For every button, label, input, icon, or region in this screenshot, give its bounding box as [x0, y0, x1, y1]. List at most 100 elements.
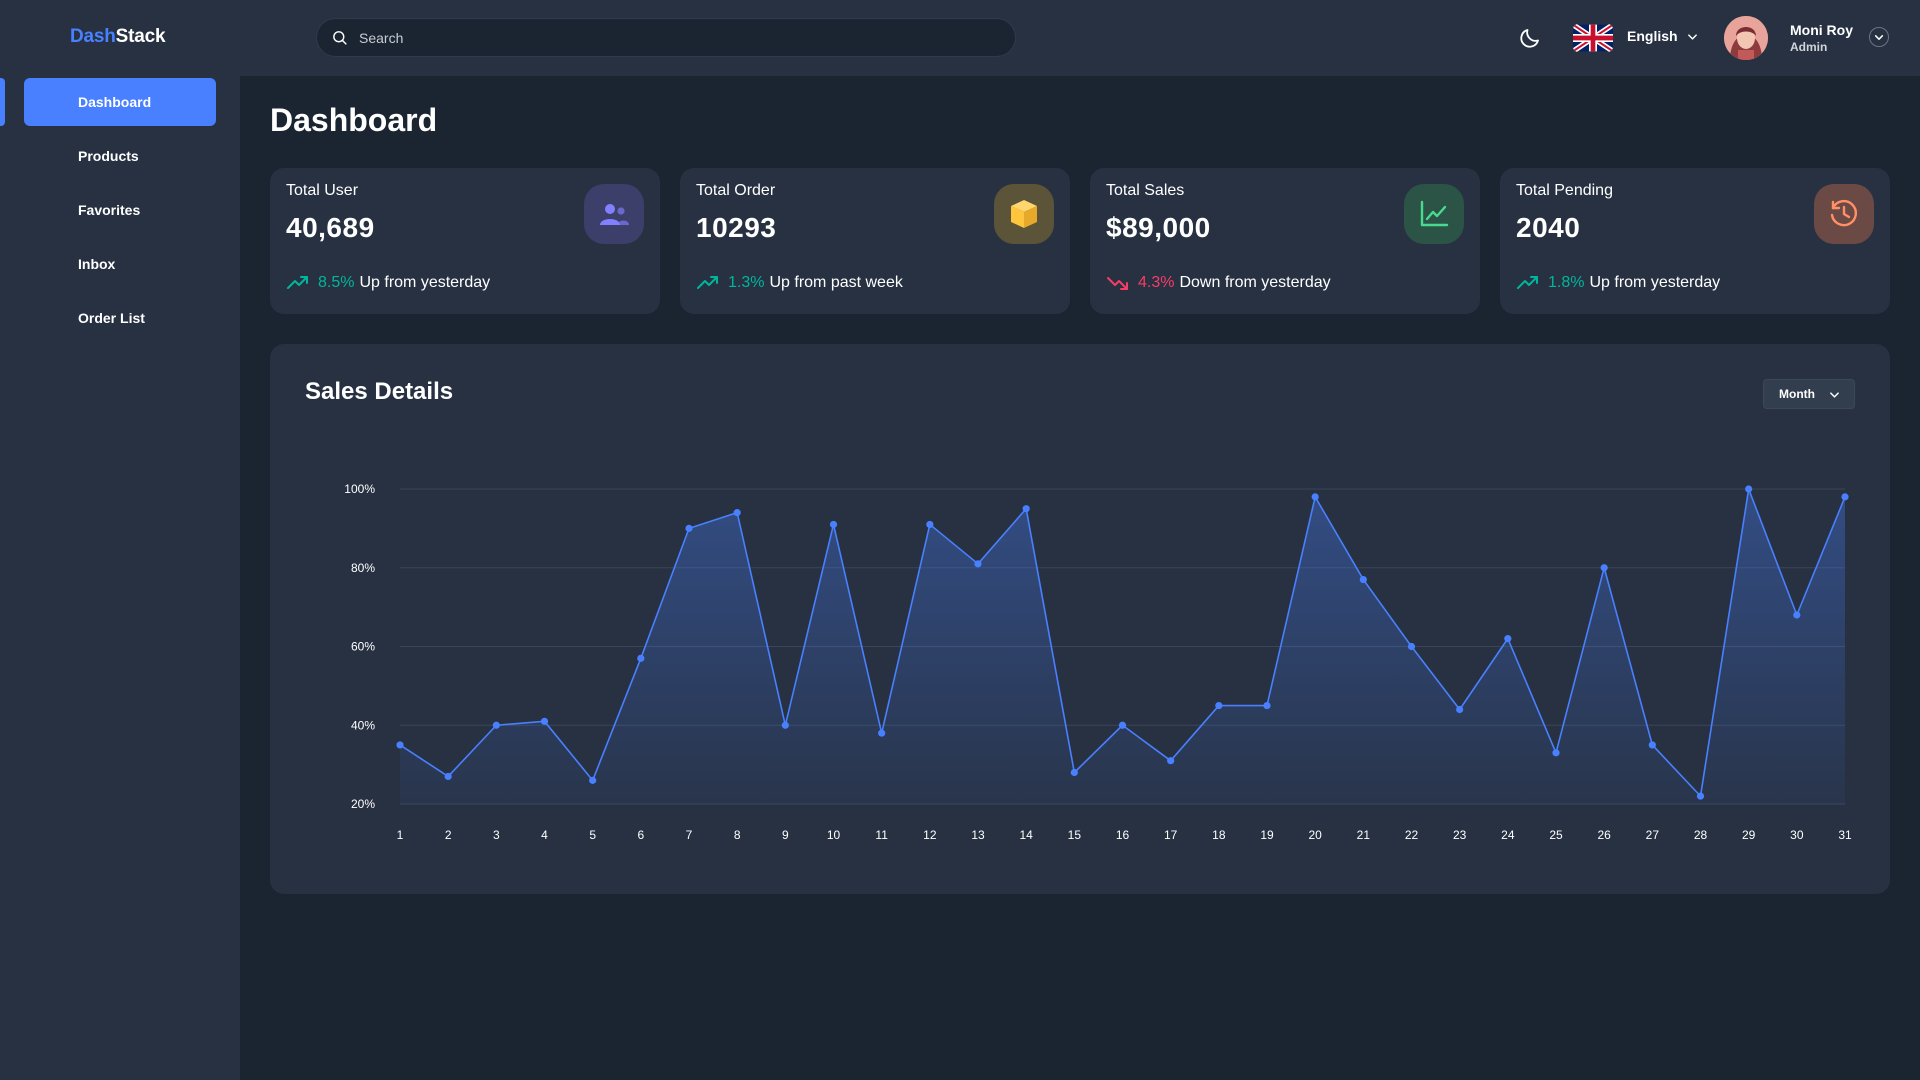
stat-card-total-user: Total User 40,689 8.5% Up from yesterday [270, 168, 660, 314]
x-tick-label: 20 [1308, 828, 1322, 842]
x-tick-label: 25 [1549, 828, 1563, 842]
stat-label: Total Order [696, 182, 776, 199]
x-tick-label: 8 [734, 828, 741, 842]
search-bar[interactable] [316, 18, 1016, 57]
stat-label: Total Pending [1516, 182, 1613, 199]
x-tick-label: 16 [1116, 828, 1130, 842]
x-tick-label: 14 [1019, 828, 1033, 842]
data-point [878, 729, 886, 737]
data-point [637, 654, 645, 662]
data-point [1841, 493, 1849, 501]
sidebar-item-label: Favorites [78, 202, 141, 218]
x-tick-label: 10 [827, 828, 841, 842]
trend-percent: 8.5% [318, 274, 355, 291]
x-tick-label: 13 [971, 828, 985, 842]
trend-percent: 1.8% [1548, 274, 1585, 291]
x-tick-label: 1 [397, 828, 404, 842]
x-tick-label: 7 [686, 828, 693, 842]
brand-logo[interactable]: DashStack [70, 26, 166, 48]
brand-part-2: Stack [115, 26, 166, 47]
series-area [400, 489, 1845, 804]
data-point [926, 520, 934, 529]
sales-details-title: Sales Details [305, 378, 454, 405]
data-point [781, 721, 789, 729]
data-point [1648, 741, 1656, 749]
trending-up-icon [697, 276, 718, 289]
avatar[interactable] [1724, 16, 1768, 60]
data-point [1407, 642, 1416, 651]
x-tick-label: 9 [782, 828, 789, 842]
x-tick-label: 26 [1597, 828, 1611, 842]
stat-icon-box [1814, 184, 1874, 244]
search-input[interactable] [359, 29, 979, 46]
user-name: Moni Roy [1790, 22, 1853, 38]
x-tick-label: 31 [1838, 828, 1852, 842]
sidebar-nav: Dashboard Products Favorites Inbox Order… [24, 78, 216, 348]
y-tick-label: 20% [351, 797, 375, 811]
stat-label: Total User [286, 182, 359, 199]
data-point [1311, 493, 1319, 501]
avatar-image [1724, 16, 1768, 60]
sidebar-item-label: Order List [78, 310, 145, 326]
period-dropdown-label: Month [1779, 387, 1815, 401]
sidebar-item-favorites[interactable]: Favorites [24, 186, 216, 234]
data-point [1793, 611, 1801, 619]
data-point [444, 772, 452, 781]
sidebar-item-products[interactable]: Products [24, 132, 216, 180]
sidebar-item-label: Products [78, 148, 139, 164]
trend-text: Up from past week [769, 274, 903, 291]
x-tick-label: 24 [1501, 828, 1515, 842]
sidebar-item-label: Inbox [78, 256, 116, 272]
trend-text: Up from yesterday [1589, 274, 1721, 291]
x-tick-label: 15 [1068, 828, 1082, 842]
sidebar-item-inbox[interactable]: Inbox [24, 240, 216, 288]
stat-trend: 1.8% Up from yesterday [1516, 274, 1720, 292]
user-role: Admin [1790, 40, 1828, 54]
history-icon [1830, 199, 1857, 227]
x-tick-label: 18 [1212, 828, 1226, 842]
uk-flag-icon[interactable] [1573, 24, 1613, 52]
x-tick-label: 11 [875, 828, 888, 842]
x-tick-label: 6 [637, 828, 644, 842]
x-tick-label: 27 [1646, 828, 1660, 842]
chevron-down-icon[interactable] [1687, 33, 1698, 41]
users-icon [600, 204, 629, 225]
data-point [492, 721, 500, 729]
data-point [1118, 721, 1127, 729]
data-point [1600, 564, 1608, 572]
trend-percent: 1.3% [728, 274, 765, 291]
moon-icon[interactable] [1518, 26, 1542, 50]
data-point [974, 560, 982, 568]
data-point [396, 741, 404, 749]
chevron-down-icon [1830, 392, 1839, 398]
stat-value: 10293 [696, 212, 777, 243]
sidebar-item-order-list[interactable]: Order List [24, 294, 216, 342]
data-point [1552, 749, 1560, 757]
page-title: Dashboard [270, 102, 438, 138]
data-point [1215, 701, 1223, 710]
stat-trend: 8.5% Up from yesterday [286, 274, 490, 292]
data-point [1167, 757, 1175, 765]
sidebar-item-dashboard[interactable]: Dashboard [24, 78, 216, 126]
data-point [1504, 635, 1512, 643]
data-point [1263, 701, 1271, 710]
trending-up-icon [1517, 276, 1538, 289]
period-dropdown[interactable]: Month [1763, 379, 1855, 409]
stat-value: 40,689 [286, 212, 375, 243]
data-point [829, 520, 838, 529]
data-point [1696, 792, 1705, 800]
line-chart-icon [1420, 200, 1449, 227]
x-tick-label: 23 [1453, 828, 1467, 842]
data-point [733, 509, 741, 517]
data-point [1022, 505, 1030, 513]
data-point [589, 776, 597, 784]
x-tick-label: 29 [1742, 828, 1756, 842]
stat-label: Total Sales [1106, 182, 1185, 199]
profile-menu-button[interactable] [1869, 27, 1889, 47]
data-point [1070, 768, 1078, 777]
sidebar: DashStack Dashboard Products Favorites I… [0, 0, 240, 1080]
data-point [1456, 705, 1464, 714]
stat-icon-box [1404, 184, 1464, 244]
stat-value: 2040 [1516, 212, 1581, 243]
language-selector[interactable]: English [1627, 28, 1678, 44]
